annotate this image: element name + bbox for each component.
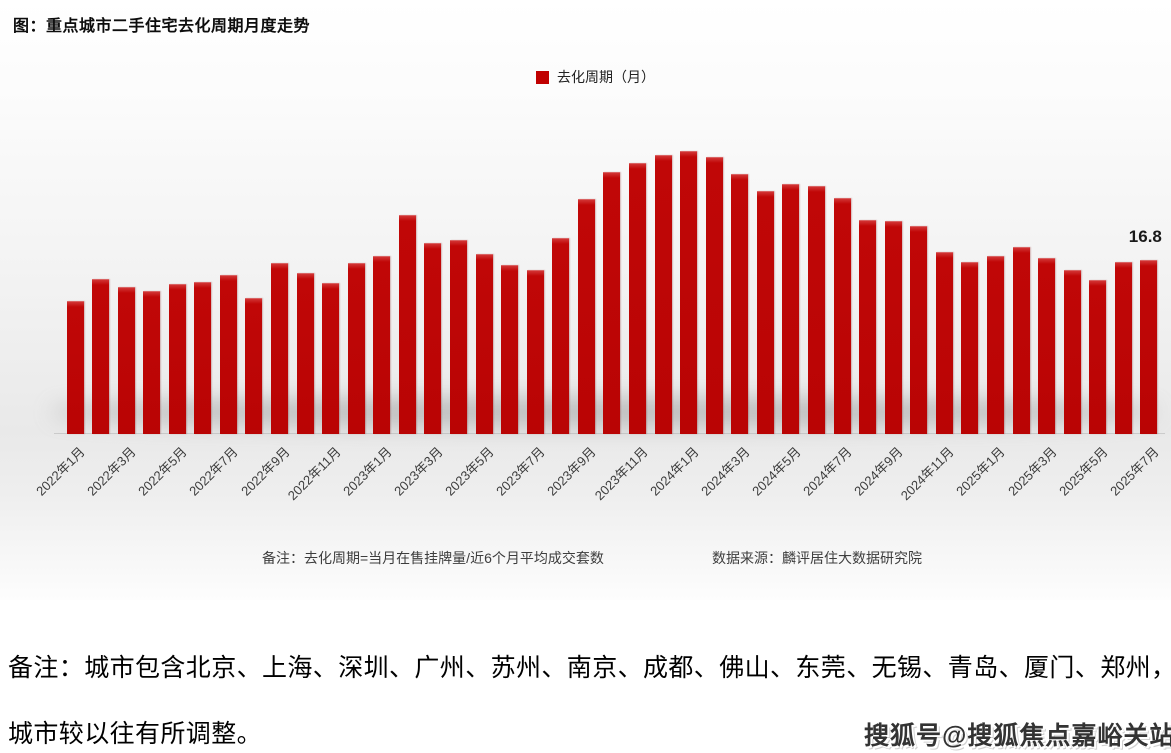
bar-2022年3月 xyxy=(117,286,135,434)
remarks-line-2: 城市较以往有所调整。 xyxy=(8,721,263,748)
bar-2023年10月 xyxy=(603,172,621,434)
bar-2022年8月 xyxy=(245,298,263,434)
bar-2022年7月 xyxy=(219,275,237,434)
x-tick-2025年7月: 2025年7月 xyxy=(1107,444,1162,499)
bar-2025年3月 xyxy=(1038,257,1056,434)
x-tick-2024年7月: 2024年7月 xyxy=(800,444,855,499)
bar-2024年9月 xyxy=(884,220,902,434)
bar-2022年6月 xyxy=(194,281,212,434)
x-tick-2022年7月: 2022年7月 xyxy=(186,444,242,499)
x-tick-2024年3月: 2024年3月 xyxy=(697,444,753,499)
bar-2023年4月 xyxy=(450,240,468,434)
bar-2022年10月 xyxy=(296,273,314,434)
x-tick-2022年11月: 2022年11月 xyxy=(284,444,344,504)
bar-2024年2月 xyxy=(705,156,723,434)
x-tick-2023年9月: 2023年9月 xyxy=(544,444,600,499)
plot-area: 2022年1月 2022年3月 2022年5月 2022年7月 2022年9月 2022年… xyxy=(33,150,1165,504)
bar-2023年11月 xyxy=(629,163,647,434)
bar-2024年11月 xyxy=(935,251,953,434)
x-tick-2024年1月: 2024年1月 xyxy=(646,444,702,499)
legend-swatch-icon xyxy=(536,70,549,84)
bar-2022年2月 xyxy=(92,278,110,434)
bar-2024年7月 xyxy=(833,198,851,434)
bar-2023年3月 xyxy=(424,243,442,434)
x-tick-2022年9月: 2022年9月 xyxy=(237,444,293,499)
bar-2024年4月 xyxy=(756,190,774,434)
bar-2024年6月 xyxy=(808,185,825,434)
bar-2023年6月 xyxy=(501,265,519,434)
bar-2024年1月 xyxy=(680,150,698,434)
bar-2022年4月 xyxy=(143,290,161,434)
last-value-label: 16.8 xyxy=(1128,226,1162,246)
bar-2025年6月 xyxy=(1114,262,1132,434)
bar-2022年11月 xyxy=(322,282,340,434)
legend: 去化周期（月） xyxy=(536,67,655,87)
x-tick-2024年11月: 2024年11月 xyxy=(898,444,958,504)
footnote-note: 备注：去化周期=当月在售挂牌量/近6个月平均成交套数 xyxy=(262,550,604,566)
bar-2024年3月 xyxy=(731,174,749,434)
x-tick-2025年3月: 2025年3月 xyxy=(1004,444,1060,499)
x-tick-2024年5月: 2024年5月 xyxy=(749,444,804,499)
bar-2025年7月 xyxy=(1140,259,1158,434)
x-tick-2025年1月: 2025年1月 xyxy=(953,444,1009,499)
x-tick-2022年5月: 2022年5月 xyxy=(135,444,190,499)
x-tick-2024年9月: 2024年9月 xyxy=(851,444,906,499)
bar-2022年9月 xyxy=(271,263,289,434)
bar-2025年5月 xyxy=(1089,279,1107,434)
bar-2022年5月 xyxy=(168,283,186,434)
bar-2024年8月 xyxy=(859,219,877,434)
x-tick-2023年7月: 2023年7月 xyxy=(493,444,548,499)
bar-2023年9月 xyxy=(577,199,595,434)
x-tick-2023年3月: 2023年3月 xyxy=(391,444,446,499)
bar-2025年4月 xyxy=(1063,270,1081,434)
remarks-line-1: 备注：城市包含北京、上海、深圳、广州、苏州、南京、成都、佛山、东莞、无锡、青岛、… xyxy=(8,655,1171,682)
bar-2023年5月 xyxy=(475,253,493,434)
x-tick-2023年1月: 2023年1月 xyxy=(339,444,395,499)
bar-2022年1月 xyxy=(66,301,84,434)
watermark: 搜狐号@搜狐焦点嘉峪关站 xyxy=(864,722,1171,750)
footnote-source: 数据来源：麟评居住大数据研究院 xyxy=(712,550,922,566)
bar-2025年1月 xyxy=(986,255,1004,434)
bar-2023年1月 xyxy=(373,255,391,434)
chart-panel: 图：重点城市二手住宅去化周期月度走势 去化周期（月） 2022年1月 2022年3… xyxy=(0,0,1171,600)
x-tick-2022年3月: 2022年3月 xyxy=(84,444,139,499)
x-tick-2023年11月: 2023年11月 xyxy=(591,444,651,504)
bar-2022年12月 xyxy=(347,263,365,434)
bar-2024年5月 xyxy=(782,183,800,434)
bar-2023年12月 xyxy=(654,154,672,434)
chart-footnote: 备注：去化周期=当月在售挂牌量/近6个月平均成交套数 数据来源：麟评居住大数据研… xyxy=(0,548,1171,570)
bar-2024年10月 xyxy=(910,225,928,434)
bar-2023年2月 xyxy=(398,214,416,434)
legend-label: 去化周期（月） xyxy=(557,69,655,85)
bar-2025年2月 xyxy=(1012,246,1030,434)
bar-2023年8月 xyxy=(552,238,570,434)
bar-2023年7月 xyxy=(526,270,544,434)
x-tick-2023年5月: 2023年5月 xyxy=(442,444,497,499)
bar-2024年12月 xyxy=(961,262,979,434)
remarks-block: 备注：城市包含北京、上海、深圳、广州、苏州、南京、成都、佛山、东莞、无锡、青岛、… xyxy=(8,648,1171,750)
chart-title: 图：重点城市二手住宅去化周期月度走势 xyxy=(13,18,311,35)
x-tick-2025年5月: 2025年5月 xyxy=(1055,444,1111,499)
